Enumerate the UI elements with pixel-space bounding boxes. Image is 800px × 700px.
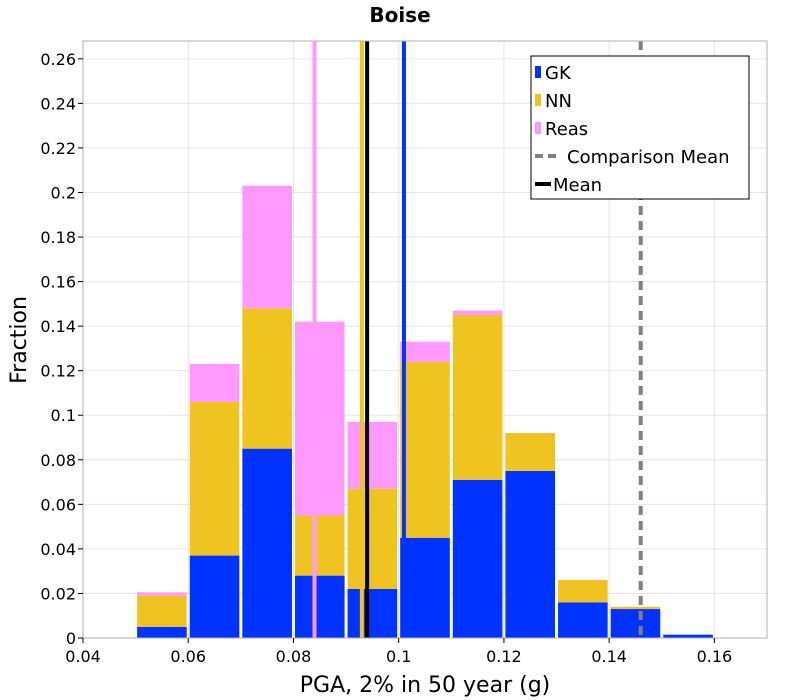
legend-box (530, 55, 750, 200)
x-tick-label: 0.1 (386, 647, 411, 666)
legend: GK NN Reas Comparison Mean Mean (530, 55, 750, 200)
legend-swatch (535, 94, 541, 106)
bar-nn-segment (400, 361, 450, 538)
y-tick-label: 0.04 (40, 540, 76, 559)
bar-reas-segment (452, 310, 503, 315)
x-axis-ticks: 0.04 0.06 0.08 0.1 0.12 0.14 0.16 (65, 638, 732, 666)
x-tick-label: 0.12 (486, 647, 522, 666)
chart-title: Boise (369, 3, 430, 27)
x-tick-label: 0.06 (170, 647, 206, 666)
bar-gk-segment (610, 609, 661, 638)
bar-gk-segment (505, 470, 556, 638)
bar-reas-segment (347, 421, 398, 489)
bar-nn-segment (610, 606, 661, 610)
y-tick-label: 0.18 (40, 228, 76, 247)
y-tick-label: 0.24 (40, 94, 76, 113)
bar-nn-segment (558, 580, 608, 603)
legend-label: GK (545, 63, 572, 84)
y-tick-label: 0.14 (40, 317, 76, 336)
bar-gk-segment (663, 634, 713, 638)
bar-nn-segment (189, 401, 240, 556)
bar-nn-segment (242, 308, 292, 449)
bar-nn-segment (505, 433, 556, 471)
legend-label: Mean (553, 175, 602, 196)
y-tick-label: 0.2 (51, 183, 76, 202)
legend-swatch (535, 122, 541, 134)
bar-nn-segment (347, 488, 398, 589)
bar-nn-segment (452, 314, 503, 480)
bar-reas-segment (189, 364, 240, 402)
y-tick-label: 0.02 (40, 584, 76, 603)
y-tick-label: 0.26 (40, 50, 76, 69)
y-axis-label: Fraction (7, 296, 32, 384)
bar-reas-segment (294, 321, 345, 516)
y-tick-label: 0.06 (40, 495, 76, 514)
bar-gk-segment (294, 575, 345, 638)
x-tick-label: 0.14 (591, 647, 627, 666)
y-tick-label: 0.08 (40, 451, 76, 470)
bar-gk-segment (347, 588, 398, 638)
bar-gk-segment (558, 602, 608, 638)
x-axis-label: PGA, 2% in 50 year (g) (300, 673, 551, 698)
legend-swatch (535, 66, 541, 78)
bar-reas-segment (242, 185, 292, 309)
bar-gk-segment (189, 555, 240, 638)
x-tick-label: 0.04 (65, 647, 101, 666)
bar-reas-segment (400, 341, 450, 362)
y-tick-label: 0 (66, 629, 76, 648)
legend-label: Comparison Mean (567, 147, 730, 168)
legend-label: NN (545, 91, 572, 112)
bar-nn-segment (294, 515, 345, 576)
bar-gk-segment (452, 479, 503, 638)
plot-frame (82, 40, 768, 639)
bar-gk-segment (137, 626, 187, 638)
y-tick-label: 0.22 (40, 139, 76, 158)
y-tick-label: 0.1 (51, 406, 76, 425)
y-axis-ticks: 0 0.02 0.04 0.06 0.08 0.1 0.12 0.14 0.16 0.18 0.2 0… (40, 50, 83, 648)
bar-gk-segment (242, 448, 292, 638)
x-tick-label: 0.16 (697, 647, 733, 666)
bar-gk-segment (400, 537, 450, 638)
y-tick-label: 0.16 (40, 273, 76, 292)
x-tick-label: 0.08 (276, 647, 312, 666)
bars (137, 185, 713, 638)
bar-nn-segment (137, 595, 187, 627)
y-tick-label: 0.12 (40, 362, 76, 381)
bar-reas-segment (137, 592, 187, 596)
mean-lines (312, 41, 643, 638)
legend-label: Reas (545, 119, 588, 140)
